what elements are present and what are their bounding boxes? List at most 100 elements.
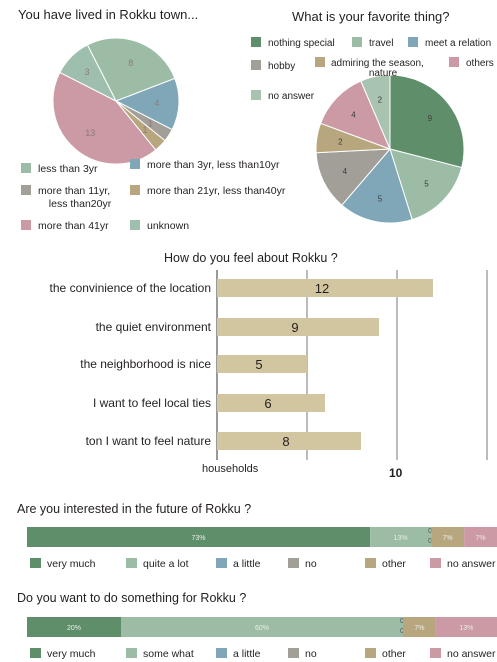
- pie-slice-label: 9: [428, 114, 433, 123]
- stack-segment: [27, 527, 371, 547]
- x-axis-label: households: [202, 463, 259, 475]
- legend-swatch: [30, 558, 41, 568]
- pie-slice-label: 4: [154, 98, 159, 108]
- bar-value-label: 5: [255, 357, 262, 372]
- bar-value-label: 12: [315, 281, 329, 296]
- legend-swatch: [288, 558, 299, 568]
- x-tick-label: 10: [389, 466, 403, 480]
- pie-slice-label: 1: [142, 125, 147, 135]
- legend-swatch: [449, 57, 459, 67]
- legend-swatch: [315, 57, 325, 67]
- pie-slice: [59, 44, 118, 103]
- stack-segment-label: 7%: [414, 625, 424, 632]
- bar: [217, 394, 325, 412]
- legend-label: more than 21yr, less than40yr: [147, 185, 286, 197]
- pie-slice-label: 4: [351, 110, 356, 119]
- legend-swatch: [251, 60, 261, 70]
- legend-swatch: [430, 648, 441, 658]
- pie-slice-label: 8: [128, 58, 133, 68]
- stack1-title: Are you interested in the future of Rokk…: [17, 502, 251, 516]
- legend-label: a little: [233, 648, 261, 660]
- bar-category-label: the neighborhood is nice: [80, 357, 211, 371]
- legend-swatch: [21, 220, 31, 230]
- stack-segment: [435, 617, 497, 637]
- pie-slice-label: 1: [148, 118, 153, 128]
- legend-label: hobby: [268, 61, 295, 72]
- legend-label: admiring the season,: [331, 58, 424, 69]
- stack-segment: [431, 527, 465, 547]
- bar-value-label: 9: [291, 320, 298, 335]
- legend-swatch: [408, 37, 418, 47]
- stack-segment-label: 60%: [255, 625, 269, 632]
- bar-value-label: 8: [282, 434, 289, 449]
- stack-segment-label: 7%: [443, 535, 453, 542]
- legend-label: quite a lot: [143, 558, 189, 570]
- legend-label: less than20yr: [49, 198, 112, 210]
- legend-swatch: [130, 185, 140, 195]
- legend-favorite-thing: nothing special travel meet a relation hobb…: [251, 37, 494, 102]
- legend-swatch: [430, 558, 441, 568]
- pie-slice-label: 2: [338, 137, 343, 146]
- stack-segment-label: 13%: [459, 625, 473, 632]
- stack-segment: [464, 527, 497, 547]
- pie-slice-label: 5: [378, 194, 383, 203]
- legend-swatch: [126, 558, 137, 568]
- pie-slice-label: 13: [85, 128, 95, 138]
- legend-swatch: [21, 185, 31, 195]
- legend-swatch: [21, 163, 31, 173]
- legend-swatch: [251, 37, 261, 47]
- legend-swatch: [126, 648, 137, 658]
- legend-label: nature: [369, 68, 398, 79]
- pie-slice-label: 4: [343, 167, 348, 176]
- legend-label: some what: [143, 648, 194, 660]
- stack-segment: [370, 527, 432, 547]
- pie-chart-favorite-thing: 9 5 5 4 2 4 2: [315, 74, 465, 224]
- legend-label: a little: [233, 558, 261, 570]
- bar: [217, 318, 379, 336]
- pie-slice: [86, 37, 176, 102]
- pie-slice-label: 2: [378, 96, 383, 105]
- pie-slice: [389, 148, 463, 221]
- bar-category-label: the quiet environment: [96, 320, 212, 334]
- legend-label: more than 41yr: [38, 220, 109, 232]
- legend-swatch: [365, 558, 376, 568]
- legend-label: no answer: [268, 91, 315, 102]
- stack-segment: [403, 617, 436, 637]
- legend-swatch: [365, 648, 376, 658]
- legend-swatch: [288, 648, 299, 658]
- stack-segment-label: 73%: [191, 535, 205, 542]
- bar: [217, 279, 433, 297]
- legend-label: meet a relation: [425, 38, 491, 49]
- bar-category-label: I want to feel local ties: [93, 396, 211, 410]
- stack-segment-label: 20%: [67, 625, 81, 632]
- legend-label: less than 3yr: [38, 163, 98, 175]
- legend-label: no answer: [447, 558, 496, 570]
- legend-swatch: [130, 159, 140, 169]
- legend-label: very much: [47, 558, 96, 570]
- bar-chart-feelings: the convinience of the location 12 the qui…: [50, 270, 488, 480]
- legend-label: others: [466, 58, 494, 69]
- bar-title: How do you feel about Rokku ?: [164, 251, 338, 265]
- bar: [217, 355, 307, 373]
- legend-swatch: [251, 90, 261, 100]
- legend-label: no answer: [447, 648, 496, 660]
- legend-swatch: [352, 37, 362, 47]
- legend-swatch: [130, 220, 140, 230]
- pie-slice: [315, 148, 392, 206]
- pie1-title: You have lived in Rokku town...: [18, 7, 198, 22]
- pie-slice: [360, 74, 391, 150]
- pie-slice: [341, 147, 413, 224]
- legend-swatch: [30, 648, 41, 658]
- pie-slice-label: 5: [424, 180, 429, 189]
- bar-category-label: the convinience of the location: [50, 281, 211, 295]
- pie-slice-label: 3: [84, 67, 89, 77]
- legend-label: nothing special: [268, 38, 335, 49]
- pie-slice: [319, 80, 391, 150]
- legend-label: more than 3yr, less than10yr: [147, 159, 280, 171]
- legend-label: unknown: [147, 220, 189, 232]
- legend-label: no: [305, 558, 317, 570]
